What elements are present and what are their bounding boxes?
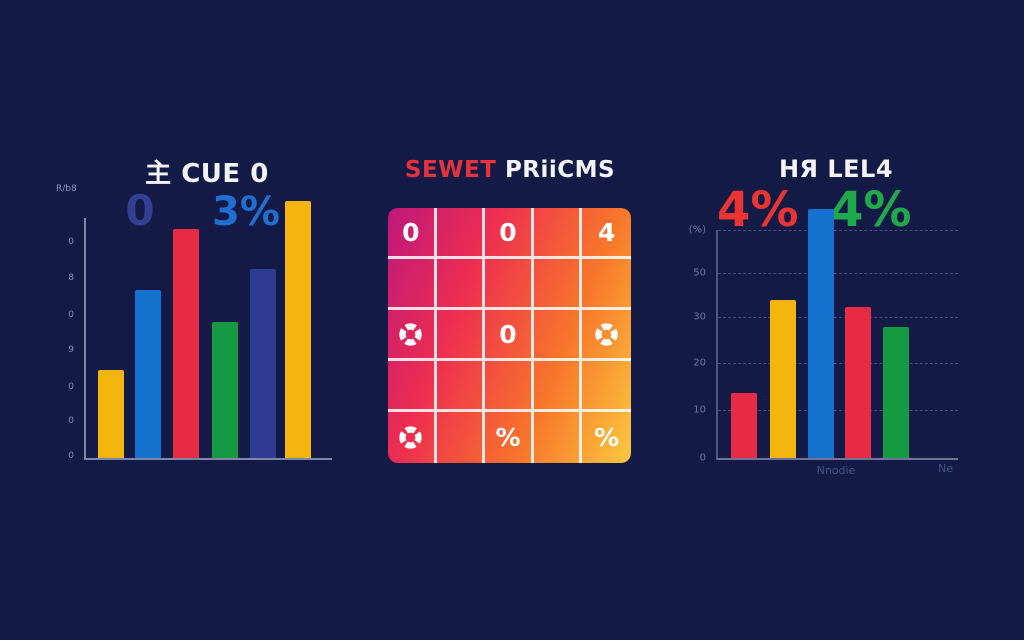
y-tick-label: 8: [68, 273, 74, 283]
left-chart-bar-2: [135, 290, 161, 458]
heatmap-cell-r4c4: [533, 361, 583, 412]
heatmap-cell-value: 0: [499, 319, 517, 349]
heatmap-cell-r3c3: 0: [485, 310, 534, 361]
heatmap-cell-r5c5: %: [582, 412, 631, 463]
heatmap-cell-r1c5: 4: [582, 208, 631, 259]
heatmap-grid: 0 0 4 0 %%: [388, 208, 631, 463]
y-tick-label: 30: [693, 311, 706, 323]
right-chart-bar-2: [770, 300, 796, 458]
left-chart-bar-1: [98, 370, 124, 458]
gridline: [718, 410, 958, 411]
heatmap-cell-r1c1: 0: [388, 208, 437, 259]
left-chart-callout-2: 3%: [212, 189, 280, 235]
heatmap-cell-r3c1: [388, 310, 437, 361]
heatmap-title-accent: SEWET: [404, 157, 497, 183]
heatmap-cell-r2c1: [388, 259, 437, 310]
lifebuoy-icon: [399, 426, 422, 449]
left-chart-bar-4: [212, 322, 238, 458]
y-tick-label: 10: [693, 404, 706, 416]
heatmap-cell-r2c4: [533, 259, 583, 310]
left-chart-bar-5: [250, 269, 276, 458]
heatmap-cell-r3c4: [533, 310, 583, 361]
right-x-label-1: Nnodie: [816, 464, 856, 477]
y-tick-label: (%): [688, 224, 706, 236]
heatmap-cell-r4c2: [436, 361, 486, 412]
y-tick-label: 0: [68, 310, 74, 320]
right-chart-bar-5: [883, 327, 909, 458]
y-tick-label: 0: [68, 451, 74, 461]
heatmap-cell-r1c4: [533, 208, 583, 259]
heatmap-cell-value: %: [495, 423, 521, 452]
left-chart-plot-area: [84, 201, 332, 460]
heatmap-cell-r1c3: 0: [485, 208, 534, 259]
left-chart-bar-6: [285, 201, 311, 458]
heatmap-cell-r4c1: [388, 361, 437, 412]
heatmap-cell-value: 0: [402, 217, 420, 247]
y-tick-label: 20: [693, 357, 706, 369]
right-chart-bar-1: [731, 393, 757, 458]
heatmap-cell-r2c5: [582, 259, 631, 310]
right-chart-title: HЯ LEL4: [778, 155, 894, 183]
y-tick-label: 0: [68, 416, 74, 426]
left-chart-title: 主 CUE 0: [145, 159, 269, 189]
y-tick-label: 9: [68, 345, 74, 355]
y-tick-label: 0: [699, 452, 706, 464]
heatmap-cell-r4c3: [485, 361, 534, 412]
right-chart-bar-3: [808, 209, 834, 458]
heatmap-cell-r1c2: [436, 208, 486, 259]
y-tick-label: 0: [68, 237, 74, 247]
heatmap-cell-value: 0: [499, 217, 517, 247]
lifebuoy-icon: [399, 322, 422, 346]
gridline: [718, 317, 958, 318]
heatmap-title: SEWET PRiiCMS: [380, 157, 640, 183]
right-chart-callout-2: 4%: [830, 182, 912, 238]
gridline: [718, 273, 958, 274]
left-y-axis-label: R/b8: [56, 184, 77, 194]
heatmap-cell-r4c5: [582, 361, 631, 412]
right-chart-bar-4: [845, 307, 871, 458]
heatmap-cell-r3c2: [436, 310, 486, 361]
heatmap-cell-value: 4: [597, 217, 616, 247]
right-y-tick-labels: (%) 50 30 20 10 0: [680, 225, 710, 464]
heatmap-cell-r2c2: [436, 259, 486, 310]
lifebuoy-icon: [595, 322, 618, 346]
gridline: [718, 230, 958, 231]
heatmap-cell-value: %: [594, 423, 620, 452]
heatmap-title-rest: PRiiCMS: [504, 157, 616, 183]
y-tick-label: 0: [68, 382, 74, 392]
left-chart-callout-1: 0: [125, 186, 155, 235]
y-tick-label: 50: [693, 267, 706, 279]
right-x-label-2: Ne: [938, 462, 953, 475]
left-y-tick-labels: 0 8 0 9 0 0 0: [58, 218, 78, 461]
gridline: [718, 363, 958, 364]
heatmap-cell-r5c1: [388, 412, 437, 463]
right-chart-callout-1: 4%: [717, 182, 799, 238]
heatmap-cell-r2c3: [485, 259, 534, 310]
heatmap-cell-r5c2: [437, 412, 486, 463]
heatmap-cell-r5c3: %: [485, 412, 534, 463]
right-chart-plot-area: [716, 209, 958, 460]
heatmap-cell-r3c5: [582, 310, 631, 361]
left-chart-bar-3: [173, 229, 199, 458]
heatmap-cell-r5c4: [534, 412, 583, 463]
